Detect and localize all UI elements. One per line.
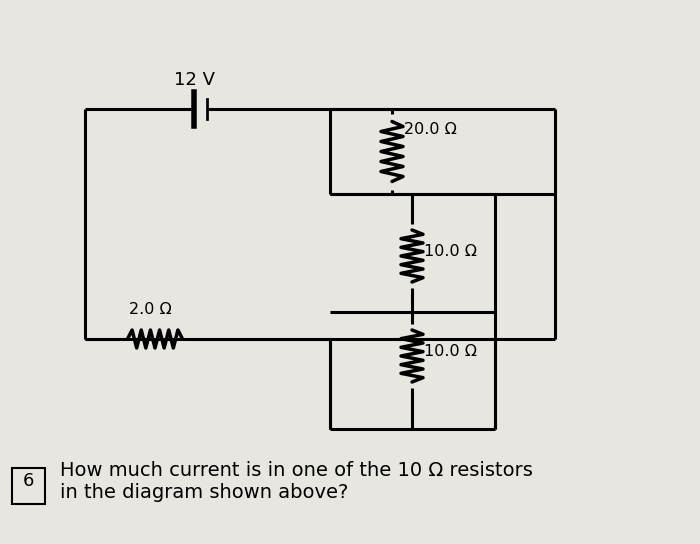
Text: 10.0 Ω: 10.0 Ω xyxy=(424,343,477,358)
Text: 6: 6 xyxy=(22,472,34,490)
Text: 10.0 Ω: 10.0 Ω xyxy=(424,244,477,258)
Text: 20.0 Ω: 20.0 Ω xyxy=(404,122,457,137)
Text: 12 V: 12 V xyxy=(174,71,216,89)
Text: How much current is in one of the 10 Ω resistors
in the diagram shown above?: How much current is in one of the 10 Ω r… xyxy=(60,461,533,503)
Text: 2.0 Ω: 2.0 Ω xyxy=(129,302,172,317)
